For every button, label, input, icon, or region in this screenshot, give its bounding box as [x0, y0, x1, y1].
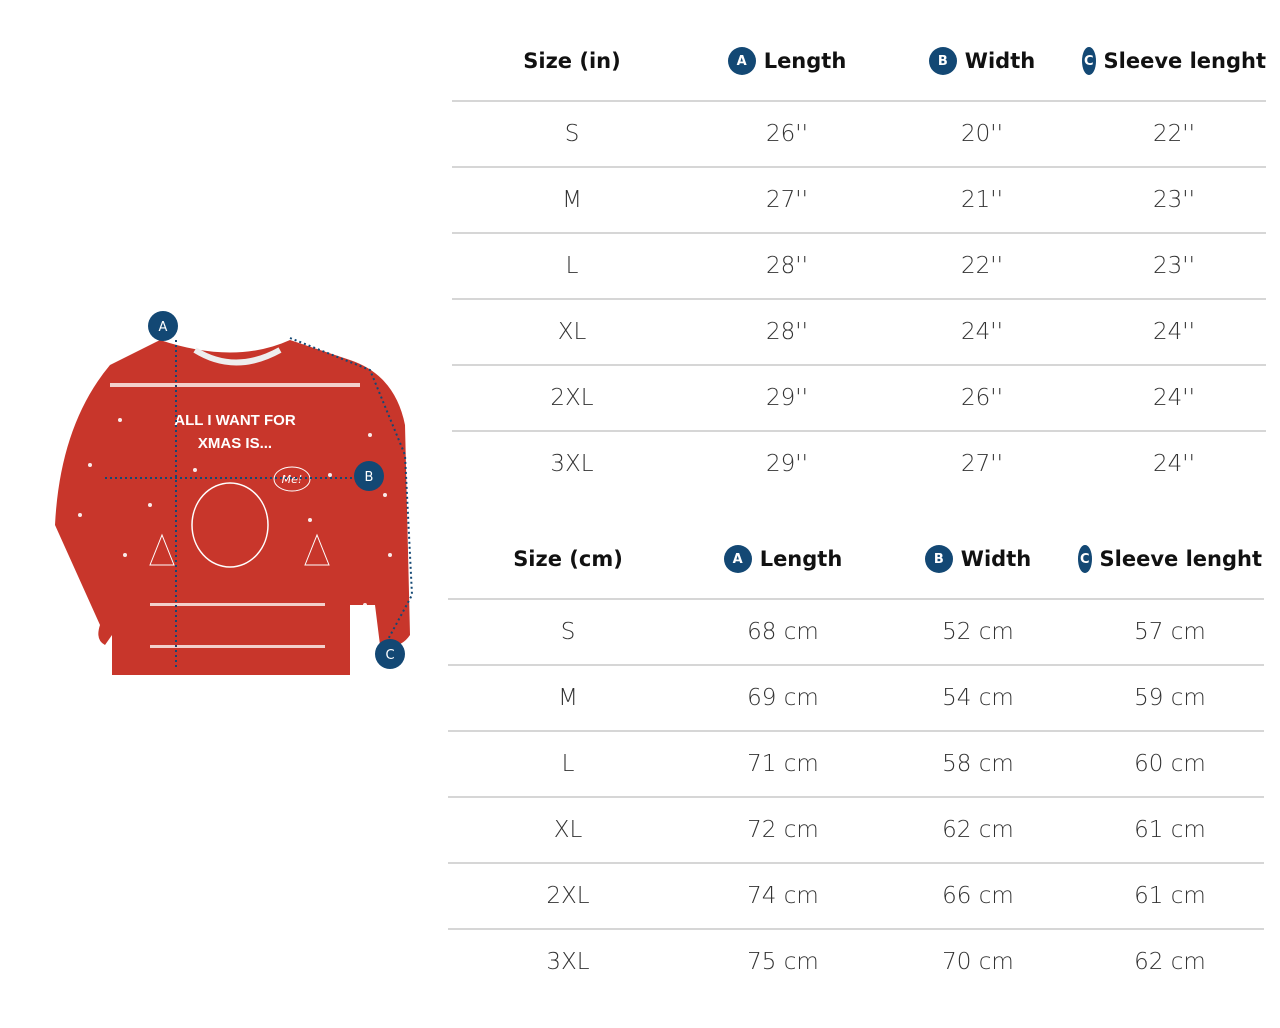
table-cell: 54 cm [942, 685, 1014, 711]
table-cell: 24'' [1153, 451, 1195, 477]
table-cell: XL [553, 817, 583, 843]
marker-badge-icon: A [727, 47, 756, 75]
table-cell: 60 cm [1134, 751, 1206, 777]
table-cell: 20'' [961, 121, 1003, 147]
column-header: B Width [878, 545, 1078, 573]
column-header: A Length [692, 47, 882, 75]
table-cell: 22'' [1153, 121, 1195, 147]
table-cell: 74 cm [747, 883, 819, 909]
table-cell: 69 cm [747, 685, 819, 711]
table-cell: 2XL [546, 883, 590, 909]
table-row: 2XL 29'' 26'' 24'' [452, 366, 1266, 432]
column-header: Size (cm) [448, 547, 688, 571]
table-cell: 61 cm [1134, 817, 1206, 843]
column-header-label: Size (in) [523, 49, 621, 73]
marker-badge-icon: A [723, 545, 752, 573]
table-cell: 26'' [961, 385, 1003, 411]
column-header-label: Width [960, 547, 1032, 571]
table-cell: 22'' [961, 253, 1003, 279]
sweater-text-line2: XMAS IS... [198, 435, 272, 452]
table-row: M 27'' 21'' 23'' [452, 168, 1266, 234]
table-cell: 59 cm [1134, 685, 1206, 711]
table-cell: 28'' [766, 253, 808, 279]
table-cell: 24'' [961, 319, 1003, 345]
marker-c: C [375, 639, 405, 669]
table-row: S 68 cm 52 cm 57 cm [448, 600, 1264, 666]
table-cell: 26'' [766, 121, 808, 147]
table-row: 3XL 29'' 27'' 24'' [452, 432, 1266, 496]
table-cell: L [561, 751, 575, 777]
table-cell: 23'' [1153, 187, 1195, 213]
column-header: Size (in) [452, 49, 692, 73]
table-cell: 29'' [766, 451, 808, 477]
speech-bubble-text: Me! [282, 473, 303, 486]
table-cell: 70 cm [942, 949, 1014, 975]
sweater-diagram: ALL I WANT FOR XMAS IS... Me! A B C [50, 305, 430, 695]
table-cell: 27'' [961, 451, 1003, 477]
column-header-label: Sleeve lenght [1103, 49, 1266, 73]
table-cell: 61 cm [1134, 883, 1206, 909]
column-header: A Length [688, 545, 878, 573]
table-header: Size (cm) A Length B Width C Sleeve lenght [448, 520, 1264, 600]
column-header-label: Length [759, 547, 843, 571]
table-row: 2XL 74 cm 66 cm 61 cm [448, 864, 1264, 930]
column-header-label: Sleeve lenght [1099, 547, 1262, 571]
table-cell: 52 cm [942, 619, 1014, 645]
table-row: XL 72 cm 62 cm 61 cm [448, 798, 1264, 864]
table-cell: 21'' [961, 187, 1003, 213]
size-table-cm: Size (cm) A Length B Width C Sleeve lenght S 68 … [448, 520, 1264, 994]
table-cell: 29'' [766, 385, 808, 411]
table-cell: S [560, 619, 576, 645]
column-header-label: Size (cm) [513, 547, 623, 571]
column-header: C Sleeve lenght [1082, 47, 1266, 75]
table-cell: 62 cm [1134, 949, 1206, 975]
svg-text:B: B [365, 470, 374, 485]
table-cell: 27'' [766, 187, 808, 213]
table-cell: 62 cm [942, 817, 1014, 843]
table-cell: S [564, 121, 580, 147]
marker-b: B [354, 461, 384, 491]
marker-a: A [148, 311, 178, 341]
table-cell: 2XL [550, 385, 594, 411]
table-cell: 23'' [1153, 253, 1195, 279]
table-row: M 69 cm 54 cm 59 cm [448, 666, 1264, 732]
table-row: L 28'' 22'' 23'' [452, 234, 1266, 300]
table-cell: XL [557, 319, 587, 345]
table-row: 3XL 75 cm 70 cm 62 cm [448, 930, 1264, 994]
table-cell: M [562, 187, 582, 213]
table-cell: 3XL [546, 949, 590, 975]
table-cell: 58 cm [942, 751, 1014, 777]
table-cell: M [558, 685, 578, 711]
table-header: Size (in) A Length B Width C Sleeve lenght [452, 22, 1266, 102]
marker-badge-icon: B [928, 47, 957, 75]
column-header: C Sleeve lenght [1078, 545, 1262, 573]
table-row: L 71 cm 58 cm 60 cm [448, 732, 1264, 798]
svg-text:A: A [159, 320, 168, 335]
table-cell: 24'' [1153, 319, 1195, 345]
table-cell: 66 cm [942, 883, 1014, 909]
marker-badge-icon: C [1082, 47, 1096, 75]
table-row: XL 28'' 24'' 24'' [452, 300, 1266, 366]
column-header-label: Width [964, 49, 1036, 73]
sweater-text-line1: ALL I WANT FOR [174, 412, 296, 429]
svg-text:C: C [385, 648, 394, 663]
table-cell: 72 cm [747, 817, 819, 843]
table-row: S 26'' 20'' 22'' [452, 102, 1266, 168]
table-cell: 75 cm [747, 949, 819, 975]
column-header: B Width [882, 47, 1082, 75]
table-cell: 57 cm [1134, 619, 1206, 645]
size-table-inches: Size (in) A Length B Width C Sleeve lenght S 26'… [452, 22, 1266, 496]
table-cell: 24'' [1153, 385, 1195, 411]
table-cell: 68 cm [747, 619, 819, 645]
table-cell: L [565, 253, 579, 279]
marker-badge-icon: B [924, 545, 953, 573]
marker-badge-icon: C [1078, 545, 1092, 573]
dog-face-icon [191, 482, 269, 568]
sweater-body [55, 340, 410, 675]
column-header-label: Length [763, 49, 847, 73]
table-cell: 3XL [550, 451, 594, 477]
table-cell: 71 cm [747, 751, 819, 777]
table-cell: 28'' [766, 319, 808, 345]
